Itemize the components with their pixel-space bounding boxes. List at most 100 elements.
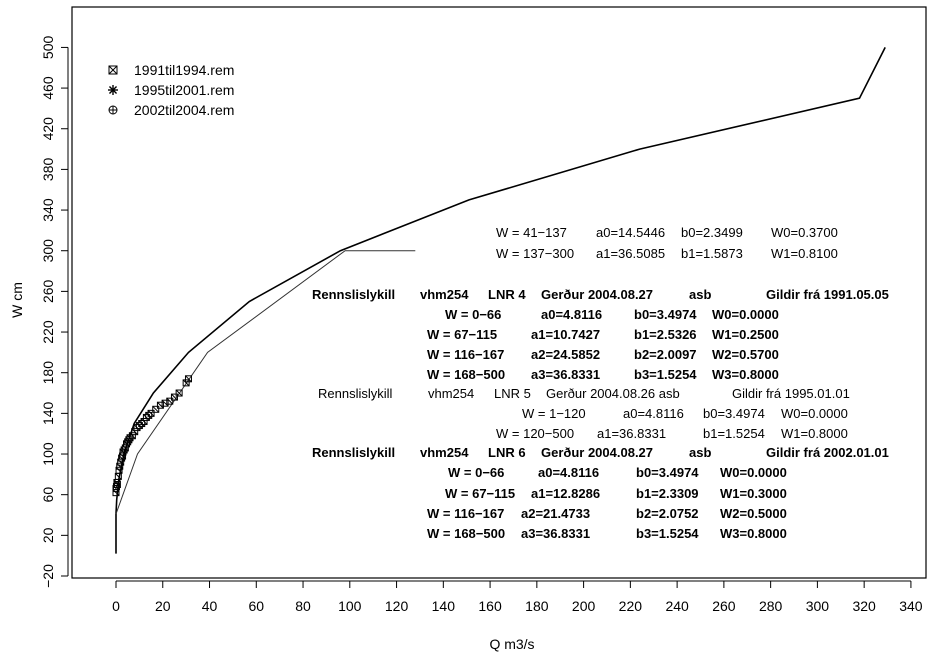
annotation-text: W = 116−167 xyxy=(427,347,504,362)
point-box xyxy=(115,466,123,474)
annotation-text: b1=1.5254 xyxy=(703,426,765,441)
annotation-text: W = 1−120 xyxy=(522,406,586,421)
point-cross xyxy=(126,434,134,442)
point-cross xyxy=(138,420,146,427)
annotation-text: b0=3.4974 xyxy=(703,406,765,421)
annotation-text: LNR 4 xyxy=(488,287,526,302)
measurement-point xyxy=(126,434,134,442)
measurement-point xyxy=(156,401,164,409)
point-cross xyxy=(166,397,174,405)
y-tick-label: 420 xyxy=(40,117,56,141)
annotation-text: W2=0.5000 xyxy=(720,506,787,521)
annotation-text: b0=2.3499 xyxy=(681,225,743,240)
annotation-text: Rennslislykill xyxy=(312,287,395,302)
measurement-point xyxy=(152,405,160,413)
legend-marker-boxed-x xyxy=(108,65,118,75)
annotation-text: a3=36.8331 xyxy=(531,367,600,382)
annotation-text: a1=12.8286 xyxy=(531,486,600,501)
y-tick-label: 500 xyxy=(40,36,56,60)
annotation-text: Gerður 2004.08.26 asb xyxy=(546,386,680,401)
point-box xyxy=(170,393,178,401)
y-tick-label: 140 xyxy=(40,401,56,425)
point-cross xyxy=(185,375,192,383)
point-cross xyxy=(145,412,153,419)
annotation-text: Gildir frá 1995.01.01 xyxy=(732,386,850,401)
point-cross xyxy=(152,405,160,413)
point-box xyxy=(140,417,148,425)
x-tick-label: 160 xyxy=(478,598,502,614)
annotation-text: W1=0.3000 xyxy=(720,486,787,501)
point-box xyxy=(126,434,134,442)
point-cross xyxy=(114,481,121,488)
point-box xyxy=(161,399,169,407)
series-layer xyxy=(115,47,886,554)
annotation-text: a0=4.8116 xyxy=(541,307,602,322)
annotation-text: Rennslislykill xyxy=(312,445,395,460)
x-tick-label: 180 xyxy=(525,598,549,614)
annotation-text: a3=36.8331 xyxy=(521,526,590,541)
annotation-text: W2=0.5700 xyxy=(712,347,779,362)
point-cross xyxy=(182,379,190,387)
y-tick-label: 300 xyxy=(40,239,56,263)
annotation-text: W = 41−137 xyxy=(496,225,567,240)
measurement-point xyxy=(182,379,190,387)
annotation-text: W = 0−66 xyxy=(445,307,501,322)
y-tick-label: 340 xyxy=(40,198,56,222)
x-tick-label: 260 xyxy=(712,598,736,614)
plot-frame xyxy=(71,6,927,579)
legend-label: 1995til2001.rem xyxy=(134,82,234,98)
point-cross xyxy=(131,428,139,436)
annotations: W = 41−137 a0=14.5446 b0=2.3499 W0=0.3700 W … xyxy=(312,225,889,541)
annotation-text: b1=1.5873 xyxy=(681,246,743,261)
annotation-text: W1=0.2500 xyxy=(712,327,779,342)
annotation-text: a1=36.8331 xyxy=(597,426,666,441)
point-box xyxy=(116,462,124,470)
point-box xyxy=(147,409,155,417)
point-box xyxy=(166,397,174,405)
annotation-text: a1=36.5085 xyxy=(596,246,665,261)
point-box xyxy=(182,379,190,387)
annotation-text: Rennslislykill xyxy=(318,386,393,401)
x-tick-label: 200 xyxy=(572,598,596,614)
measurement-point xyxy=(138,420,146,428)
annotation-text: W = 168−500 xyxy=(427,367,505,382)
rating-curve-line-2 xyxy=(115,250,416,515)
measurement-point xyxy=(131,428,139,436)
annotation-text: b2=2.0752 xyxy=(636,506,699,521)
point-cross xyxy=(133,424,141,431)
annotation-text: Gerður 2004.08.27 xyxy=(541,445,653,460)
point-box xyxy=(131,428,139,436)
measurement-point xyxy=(184,375,192,383)
measurement-point xyxy=(166,397,174,405)
point-box xyxy=(175,389,183,397)
point-cross xyxy=(119,452,126,460)
x-tick-label: 300 xyxy=(806,598,830,614)
annotation-text: Gerður 2004.08.27 xyxy=(541,287,653,302)
annotation-text: LNR 6 xyxy=(488,445,526,460)
measurement-point xyxy=(161,399,169,407)
annotation-text: W0=0.0000 xyxy=(720,465,787,480)
measurement-point xyxy=(140,417,148,425)
point-cross xyxy=(143,414,150,421)
measurement-point xyxy=(175,389,183,397)
annotation-text: W0=0.3700 xyxy=(771,225,838,240)
y-tick-label: 460 xyxy=(40,76,56,100)
y-tick-label: 220 xyxy=(40,320,56,344)
annotation-text: a0=4.8116 xyxy=(623,406,684,421)
y-axis-title: W cm xyxy=(9,282,25,318)
point-cross xyxy=(171,393,178,401)
annotation-text: W1=0.8100 xyxy=(771,246,838,261)
rating-curve-line-1 xyxy=(115,47,886,554)
y-tick-label: 100 xyxy=(40,442,56,466)
x-tick-label: 120 xyxy=(385,598,409,614)
annotation-text: W = 67−115 xyxy=(427,327,497,342)
x-tick-label: 280 xyxy=(759,598,783,614)
x-tick-label: 40 xyxy=(202,598,218,614)
y-tick-label: 60 xyxy=(40,487,56,503)
measurement-point xyxy=(135,422,143,430)
annotation-text: LNR 5 xyxy=(494,386,531,401)
y-tick-label: 380 xyxy=(40,158,56,182)
measurement-point xyxy=(128,432,136,440)
point-cross xyxy=(114,473,122,480)
